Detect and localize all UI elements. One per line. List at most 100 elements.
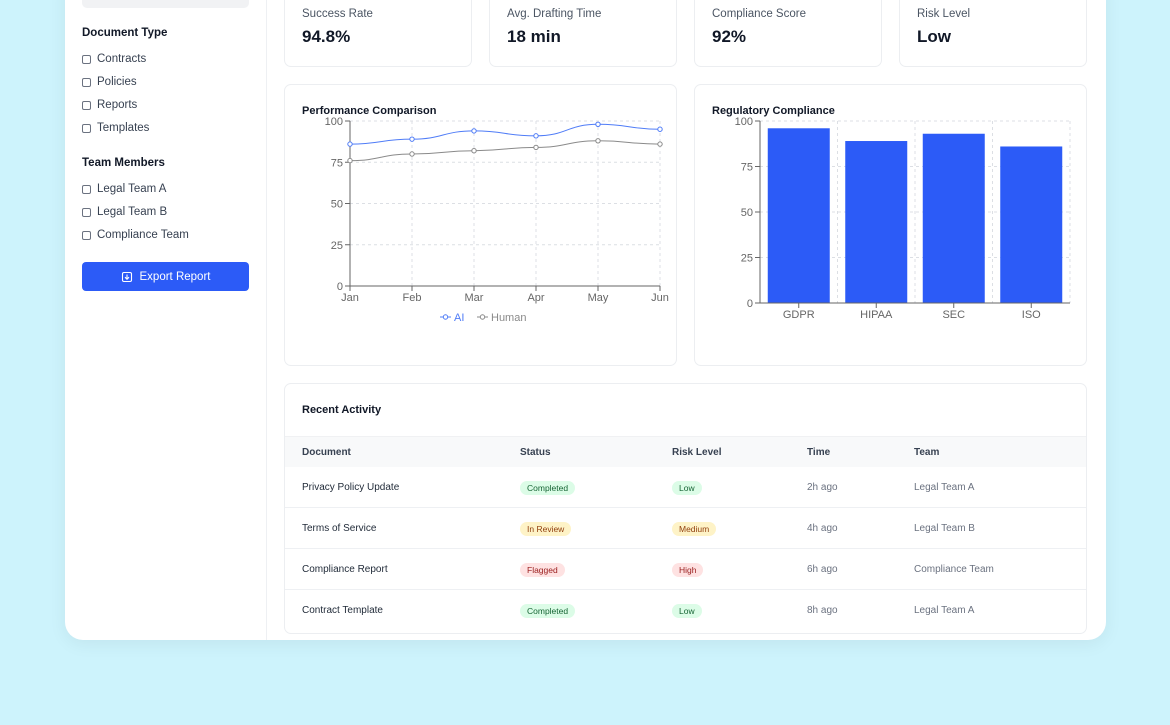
y-tick-label: 100 (325, 116, 343, 128)
legend-label: AI (454, 312, 464, 324)
data-point-human (595, 138, 601, 144)
table-row[interactable]: Terms of Service In Review Medium 4h ago Leg… (285, 508, 1086, 549)
performance-chart-card: Performance Comparison 0 25 50 75 100 Jan Feb M… (284, 84, 677, 366)
checkbox-icon[interactable] (82, 184, 91, 194)
compliance-chart-card: Regulatory Compliance 0 25 50 75 100 GDPR HIPA… (694, 84, 1087, 366)
time-cell: 8h ago (807, 605, 838, 616)
risk-badge: Low (672, 480, 702, 495)
status-badge: Flagged (520, 562, 565, 577)
y-tick-label: 25 (331, 240, 343, 252)
filter-contracts[interactable]: Contracts (82, 53, 146, 65)
filter-legal-team-a[interactable]: Legal Team A (82, 183, 166, 195)
checkbox-icon[interactable] (82, 77, 91, 87)
data-point-ai (657, 126, 663, 132)
x-tick-label: ISO (1022, 309, 1041, 321)
risk-cell: Low (672, 467, 702, 508)
y-tick-label: 25 (741, 253, 753, 265)
stat-card-success-rate: Success Rate 94.8% (284, 0, 472, 67)
y-tick-label: 100 (735, 116, 753, 128)
time-cell: 4h ago (807, 523, 838, 534)
y-tick-label: 75 (331, 157, 343, 169)
bar-gdpr (767, 128, 830, 303)
stat-value: 94.8% (302, 27, 351, 46)
status-badge: Completed (520, 480, 576, 495)
legend-label: Human (491, 312, 526, 324)
team-cell: Legal Team B (914, 523, 975, 534)
stat-value: Low (917, 27, 951, 46)
document-cell: Terms of Service (302, 523, 377, 534)
filter-compliance-team[interactable]: Compliance Team (82, 229, 189, 241)
column-header: Risk Level (672, 446, 722, 458)
bar-sec (922, 133, 985, 303)
download-icon (121, 271, 132, 282)
export-report-button[interactable]: Export Report (82, 262, 249, 291)
activity-table: Document Status Risk Level Time Team Pri… (285, 436, 1086, 631)
compliance-bar-chart: 0 25 50 75 100 GDPR HIPAA SEC ISO (735, 116, 1071, 321)
column-header: Status (520, 446, 551, 458)
sidebar-top-field[interactable] (82, 0, 249, 8)
column-header: Team (914, 446, 940, 458)
performance-chart-title: Performance Comparison (302, 105, 437, 117)
x-tick-label: Mar (465, 292, 484, 304)
y-tick-label: 0 (747, 298, 753, 310)
team-cell: Compliance Team (914, 564, 994, 575)
document-type-title: Document Type (82, 27, 168, 39)
stat-card-drafting-time: Avg. Drafting Time 18 min (489, 0, 677, 67)
document-cell: Contract Template (302, 605, 383, 616)
x-tick-label: SEC (942, 309, 965, 321)
time-cell: 2h ago (807, 482, 838, 493)
recent-activity-title: Recent Activity (302, 404, 382, 416)
compliance-chart-title: Regulatory Compliance (712, 105, 835, 117)
risk-badge: High (672, 562, 704, 577)
team-cell: Legal Team A (914, 605, 975, 616)
status-cell: Completed (520, 590, 576, 631)
data-point-human (657, 141, 663, 147)
status-cell: In Review (520, 508, 572, 549)
filter-reports[interactable]: Reports (82, 99, 137, 111)
stat-value: 92% (712, 27, 747, 46)
stat-value: 18 min (507, 27, 561, 46)
column-header: Time (807, 446, 831, 458)
x-tick-label: Jun (651, 292, 669, 304)
filter-label: Compliance Team (97, 229, 189, 241)
y-tick-label: 0 (337, 281, 343, 293)
bar-hipaa (845, 141, 908, 303)
risk-cell: High (672, 549, 704, 590)
checkbox-icon[interactable] (82, 100, 91, 110)
series-line-ai (349, 123, 661, 145)
data-point-ai (409, 136, 415, 142)
data-point-ai (347, 141, 353, 147)
y-tick-label: 75 (741, 162, 753, 174)
checkbox-icon[interactable] (82, 54, 91, 64)
time-cell: 6h ago (807, 564, 838, 575)
status-badge: In Review (520, 521, 572, 536)
recent-activity-card: Recent Activity Document Status Risk Lev… (284, 383, 1087, 634)
table-row[interactable]: Compliance Report Flagged High 6h ago Compli… (285, 549, 1086, 590)
data-point-human (533, 144, 539, 151)
table-row[interactable]: Privacy Policy Update Completed Low 2h ago L… (285, 467, 1086, 508)
filter-label: Templates (97, 122, 150, 134)
checkbox-icon[interactable] (82, 123, 91, 133)
table-row[interactable]: Contract Template Completed Low 8h ago Legal… (285, 590, 1086, 631)
sidebar: Document Type Contracts Policies Reports… (65, 0, 267, 640)
x-tick-label: May (588, 292, 609, 304)
filter-legal-team-b[interactable]: Legal Team B (82, 206, 167, 218)
status-cell: Completed (520, 467, 576, 508)
risk-cell: Medium (672, 508, 717, 549)
team-members-title: Team Members (82, 157, 165, 169)
column-header: Document (302, 446, 351, 458)
risk-badge: Low (672, 603, 702, 618)
performance-line-chart: 0 25 50 75 100 Jan Feb Mar Apr May Jun AI Human (325, 116, 669, 324)
checkbox-icon[interactable] (82, 230, 91, 240)
table-header: Document Status Risk Level Time Team (285, 436, 1086, 467)
filter-label: Policies (97, 76, 137, 88)
data-point-ai (595, 121, 601, 127)
filter-templates[interactable]: Templates (82, 122, 149, 134)
checkbox-icon[interactable] (82, 207, 91, 217)
stat-card-compliance-score: Compliance Score 92% (694, 0, 882, 67)
filter-policies[interactable]: Policies (82, 76, 137, 88)
filter-label: Contracts (97, 53, 147, 65)
x-tick-label: Feb (403, 292, 422, 304)
stat-label: Compliance Score (712, 8, 806, 20)
stat-label: Avg. Drafting Time (507, 8, 602, 20)
